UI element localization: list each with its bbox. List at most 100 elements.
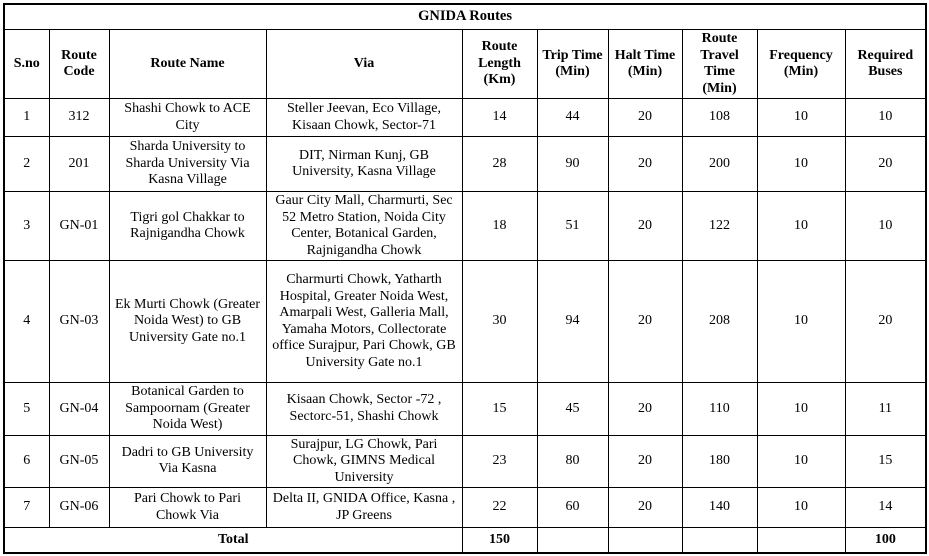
- column-header-via: Via: [265, 28, 463, 100]
- table-cell: GN-04: [48, 382, 110, 436]
- table-row: 2 201 Sharda University to Sharda Universi…: [3, 136, 927, 193]
- table-cell: 14: [844, 487, 927, 529]
- table-cell: 200: [681, 136, 758, 193]
- table-cell: 10: [756, 382, 846, 436]
- total-route-travel-time: [681, 527, 758, 554]
- table-cell: 14: [461, 98, 538, 138]
- table-cell: 94: [536, 260, 609, 384]
- table-cell: 15: [844, 434, 927, 489]
- table-cell: 80: [536, 434, 609, 489]
- table-cell: 312: [48, 98, 110, 138]
- table-cell: 122: [681, 191, 758, 262]
- table-row: 5 GN-04 Botanical Garden to Sampoornam (Gr…: [3, 382, 927, 436]
- table-cell: Surajpur, LG Chowk, Pari Chowk, GIMNS Me…: [265, 434, 463, 489]
- column-header-route-length: Route Length (Km): [461, 28, 538, 100]
- table-cell: Charmurti Chowk, Yatharth Hospital, Grea…: [265, 260, 463, 384]
- table-cell: GN-05: [48, 434, 110, 489]
- table-row: 4 GN-03 Ek Murti Chowk (Greater Noida West…: [3, 260, 927, 384]
- table-cell: 18: [461, 191, 538, 262]
- table-cell: 10: [756, 98, 846, 138]
- table-cell: 7: [3, 487, 50, 529]
- table-cell: 20: [607, 487, 683, 529]
- table-cell: 108: [681, 98, 758, 138]
- table-cell: 180: [681, 434, 758, 489]
- table-cell: 20: [607, 260, 683, 384]
- gnida-routes-table: GNIDA Routes S.no Route Code Route Name …: [3, 3, 928, 554]
- table-cell: Tigri gol Chakkar to Rajnigandha Chowk: [108, 191, 267, 262]
- table-cell: 28: [461, 136, 538, 193]
- column-header-sno: S.no: [3, 28, 50, 100]
- table-cell: 3: [3, 191, 50, 262]
- column-header-route-code: Route Code: [48, 28, 110, 100]
- table-body: 1 312 Shashi Chowk to ACE City Steller Jeev…: [3, 98, 927, 529]
- table-cell: GN-06: [48, 487, 110, 529]
- table-cell: 45: [536, 382, 609, 436]
- table-cell: Ek Murti Chowk (Greater Noida West) to G…: [108, 260, 267, 384]
- table-cell: 20: [607, 434, 683, 489]
- table-cell: 20: [607, 191, 683, 262]
- table-cell: GN-03: [48, 260, 110, 384]
- table-cell: Delta II, GNIDA Office, Kasna , JP Green…: [265, 487, 463, 529]
- table-cell: 44: [536, 98, 609, 138]
- table-cell: DIT, Nirman Kunj, GB University, Kasna V…: [265, 136, 463, 193]
- table-foot: Total 150 100: [3, 527, 927, 554]
- table-title-row: GNIDA Routes: [3, 3, 927, 30]
- column-header-route-name: Route Name: [108, 28, 267, 100]
- table-cell: 201: [48, 136, 110, 193]
- total-route-length: 150: [461, 527, 538, 554]
- table-cell: GN-01: [48, 191, 110, 262]
- table-title: GNIDA Routes: [3, 3, 927, 30]
- table-cell: 10: [844, 191, 927, 262]
- table-cell: 20: [607, 382, 683, 436]
- column-header-frequency: Frequency (Min): [756, 28, 846, 100]
- total-halt-time: [607, 527, 683, 554]
- table-cell: Kisaan Chowk, Sector -72 , Sectorc-51, S…: [265, 382, 463, 436]
- table-cell: 10: [756, 434, 846, 489]
- table-row: 3 GN-01 Tigri gol Chakkar to Rajnigandha C…: [3, 191, 927, 262]
- table-cell: 10: [756, 260, 846, 384]
- table-cell: 11: [844, 382, 927, 436]
- table-cell: 20: [607, 136, 683, 193]
- table-cell: 90: [536, 136, 609, 193]
- table-cell: Pari Chowk to Pari Chowk Via: [108, 487, 267, 529]
- table-cell: Sharda University to Sharda University V…: [108, 136, 267, 193]
- table-cell: 20: [607, 98, 683, 138]
- table-cell: Steller Jeevan, Eco Village, Kisaan Chow…: [265, 98, 463, 138]
- table-cell: 5: [3, 382, 50, 436]
- table-cell: 208: [681, 260, 758, 384]
- table-cell: Shashi Chowk to ACE City: [108, 98, 267, 138]
- total-row: Total 150 100: [3, 527, 927, 554]
- table-cell: Gaur City Mall, Charmurti, Sec 52 Metro …: [265, 191, 463, 262]
- table-cell: 140: [681, 487, 758, 529]
- table-row: 6 GN-05 Dadri to GB University Via Kasna Su…: [3, 434, 927, 489]
- table-cell: 20: [844, 260, 927, 384]
- table-cell: 20: [844, 136, 927, 193]
- table-cell: 2: [3, 136, 50, 193]
- table-cell: 6: [3, 434, 50, 489]
- table-cell: 10: [844, 98, 927, 138]
- table-cell: 51: [536, 191, 609, 262]
- total-frequency: [756, 527, 846, 554]
- table-cell: 23: [461, 434, 538, 489]
- table-row: 1 312 Shashi Chowk to ACE City Steller Jeev…: [3, 98, 927, 138]
- table-cell: 1: [3, 98, 50, 138]
- table-cell: 15: [461, 382, 538, 436]
- table-cell: Botanical Garden to Sampoornam (Greater …: [108, 382, 267, 436]
- table-cell: 10: [756, 136, 846, 193]
- table-cell: 22: [461, 487, 538, 529]
- table-cell: 30: [461, 260, 538, 384]
- table-header-row: S.no Route Code Route Name Via Route Len…: [3, 28, 927, 100]
- total-trip-time: [536, 527, 609, 554]
- table-cell: Dadri to GB University Via Kasna: [108, 434, 267, 489]
- column-header-route-travel-time: Route Travel Time (Min): [681, 28, 758, 100]
- total-required-buses: 100: [844, 527, 927, 554]
- table-cell: 60: [536, 487, 609, 529]
- table-cell: 110: [681, 382, 758, 436]
- table-row: 7 GN-06 Pari Chowk to Pari Chowk Via Delta …: [3, 487, 927, 529]
- column-header-trip-time: Trip Time (Min): [536, 28, 609, 100]
- table-head: GNIDA Routes S.no Route Code Route Name …: [3, 3, 927, 100]
- table-cell: 10: [756, 191, 846, 262]
- total-label: Total: [3, 527, 463, 554]
- table-cell: 4: [3, 260, 50, 384]
